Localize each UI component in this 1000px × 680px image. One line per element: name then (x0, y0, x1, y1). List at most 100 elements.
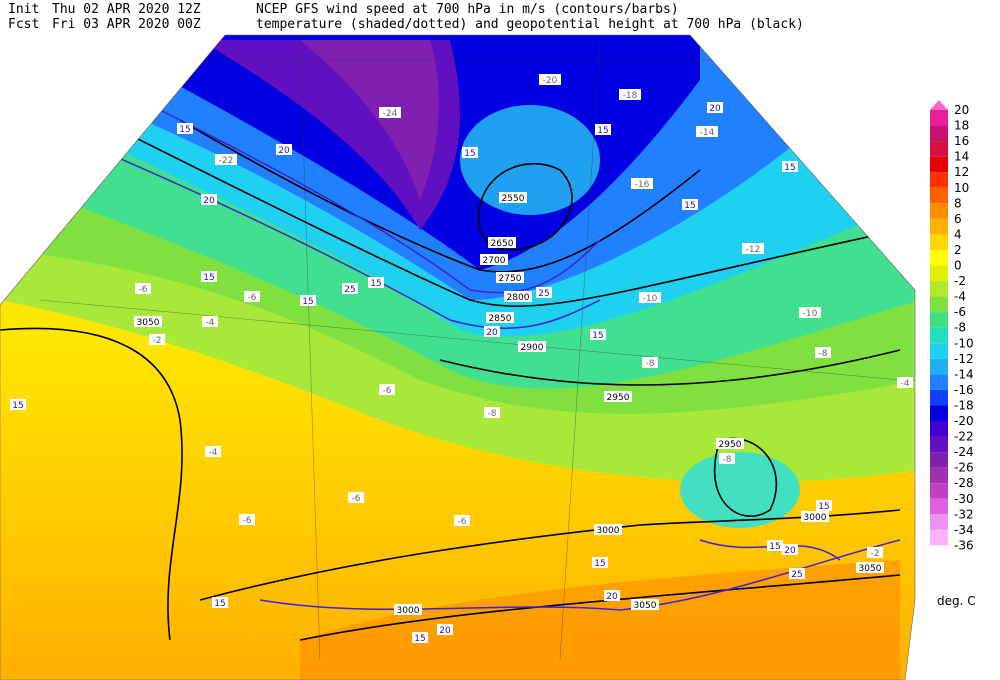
colorbar-label: 8 (954, 196, 962, 210)
temperature-label: -6 (383, 386, 392, 396)
heights-label: 2700 (483, 256, 506, 266)
label-bg (639, 292, 661, 303)
colorbar-box (930, 187, 948, 204)
wind-label: 15 (414, 634, 425, 644)
colorbar-label: -22 (954, 430, 974, 444)
colorbar-label: -12 (954, 352, 974, 366)
temperature-label: -8 (646, 359, 655, 369)
colorbar-label: 14 (954, 150, 969, 164)
label-bg (816, 500, 832, 511)
label-bg (379, 107, 401, 118)
colorbar-label: -30 (954, 492, 974, 506)
colorbar-label: -34 (954, 523, 974, 537)
label-bg (412, 632, 428, 643)
colorbar-label: -20 (954, 414, 974, 428)
temperature-label: -10 (803, 309, 818, 319)
label-bg (379, 384, 395, 395)
temperature-label: -6 (139, 285, 148, 295)
colorbar-label: 0 (954, 259, 962, 273)
colorbar-label: -24 (954, 445, 974, 459)
label-bg (454, 515, 470, 526)
label-bg (867, 547, 883, 558)
heights-label: 3000 (597, 526, 620, 536)
label-bg (201, 271, 217, 282)
label-bg (782, 544, 798, 555)
temperature-label: -18 (623, 91, 638, 101)
wind-label: 25 (344, 285, 355, 295)
label-bg (134, 316, 162, 327)
label-bg (782, 161, 798, 172)
label-bg (590, 329, 606, 340)
temperature-label: -12 (746, 245, 761, 255)
heights-label: 3050 (634, 601, 657, 611)
colorbar-box (930, 312, 948, 328)
colorbar-label: -28 (954, 476, 974, 490)
label-bg (201, 194, 217, 205)
colorbar-label: 16 (954, 134, 969, 148)
label-bg (149, 334, 165, 345)
wind-label: 15 (818, 502, 829, 512)
heights-label: 3000 (804, 513, 827, 523)
label-bg (10, 399, 26, 410)
label-bg (815, 347, 831, 358)
colorbar-arrow (930, 100, 948, 110)
colorbar-box (930, 110, 948, 126)
label-bg (348, 492, 364, 503)
label-bg (631, 178, 653, 189)
wind-label: 15 (179, 125, 190, 135)
heights-label: 2850 (489, 314, 512, 324)
heights-label: 2950 (719, 440, 742, 450)
label-bg (480, 254, 508, 265)
wind-label: 15 (302, 297, 313, 307)
colorbar-box (930, 343, 948, 359)
label-bg (536, 287, 552, 298)
colorbar-box (930, 514, 948, 530)
colorbar-label: -26 (954, 461, 974, 475)
colorbar-box (930, 125, 948, 142)
wind-label: 20 (606, 592, 618, 602)
colorbar-label: 12 (954, 165, 969, 179)
label-bg (619, 89, 641, 100)
wind-label: 15 (784, 163, 795, 173)
label-bg (682, 199, 698, 210)
label-bg (215, 154, 237, 165)
colorbar-label: -36 (954, 538, 974, 552)
colorbar-box (930, 218, 948, 235)
label-bg (484, 326, 500, 337)
label-bg (342, 283, 358, 294)
label-bg (488, 237, 516, 248)
temperature-label: -8 (488, 409, 497, 419)
label-bg (499, 192, 527, 203)
colorbar-box (930, 436, 948, 453)
label-bg (716, 438, 744, 449)
heights-label: 3050 (137, 318, 160, 328)
label-bg (742, 243, 764, 254)
colorbar-label: 2 (954, 243, 962, 257)
colorbar: 20181614121086420-2-4-6-8-10-12-14-16-18… (930, 100, 974, 552)
label-bg (394, 604, 422, 615)
colorbar-box (930, 421, 948, 437)
colorbar-unit: deg. C (937, 594, 976, 608)
wind-label: 20 (278, 146, 290, 156)
colorbar-box (930, 281, 948, 297)
init-label: Init (8, 2, 39, 17)
wind-label: 20 (709, 104, 721, 114)
temperature-label: -10 (643, 294, 658, 304)
label-bg (696, 126, 718, 137)
temperature-label: -20 (543, 76, 558, 86)
wind-label: 15 (12, 401, 23, 411)
colorbar-label: 4 (954, 227, 962, 241)
colorbar-label: -16 (954, 383, 974, 397)
temperature-label: -4 (206, 318, 215, 328)
heights-label: 3000 (397, 606, 420, 616)
colorbar-box (930, 529, 948, 546)
temperature-label: -6 (248, 293, 257, 303)
wind-label: 20 (439, 626, 451, 636)
colorbar-box (930, 467, 948, 484)
temperature-label: -22 (219, 156, 234, 166)
heights-label: 2800 (507, 293, 530, 303)
heights-label: 2750 (499, 274, 522, 284)
label-bg (462, 147, 478, 158)
wind-label: 20 (486, 328, 498, 338)
